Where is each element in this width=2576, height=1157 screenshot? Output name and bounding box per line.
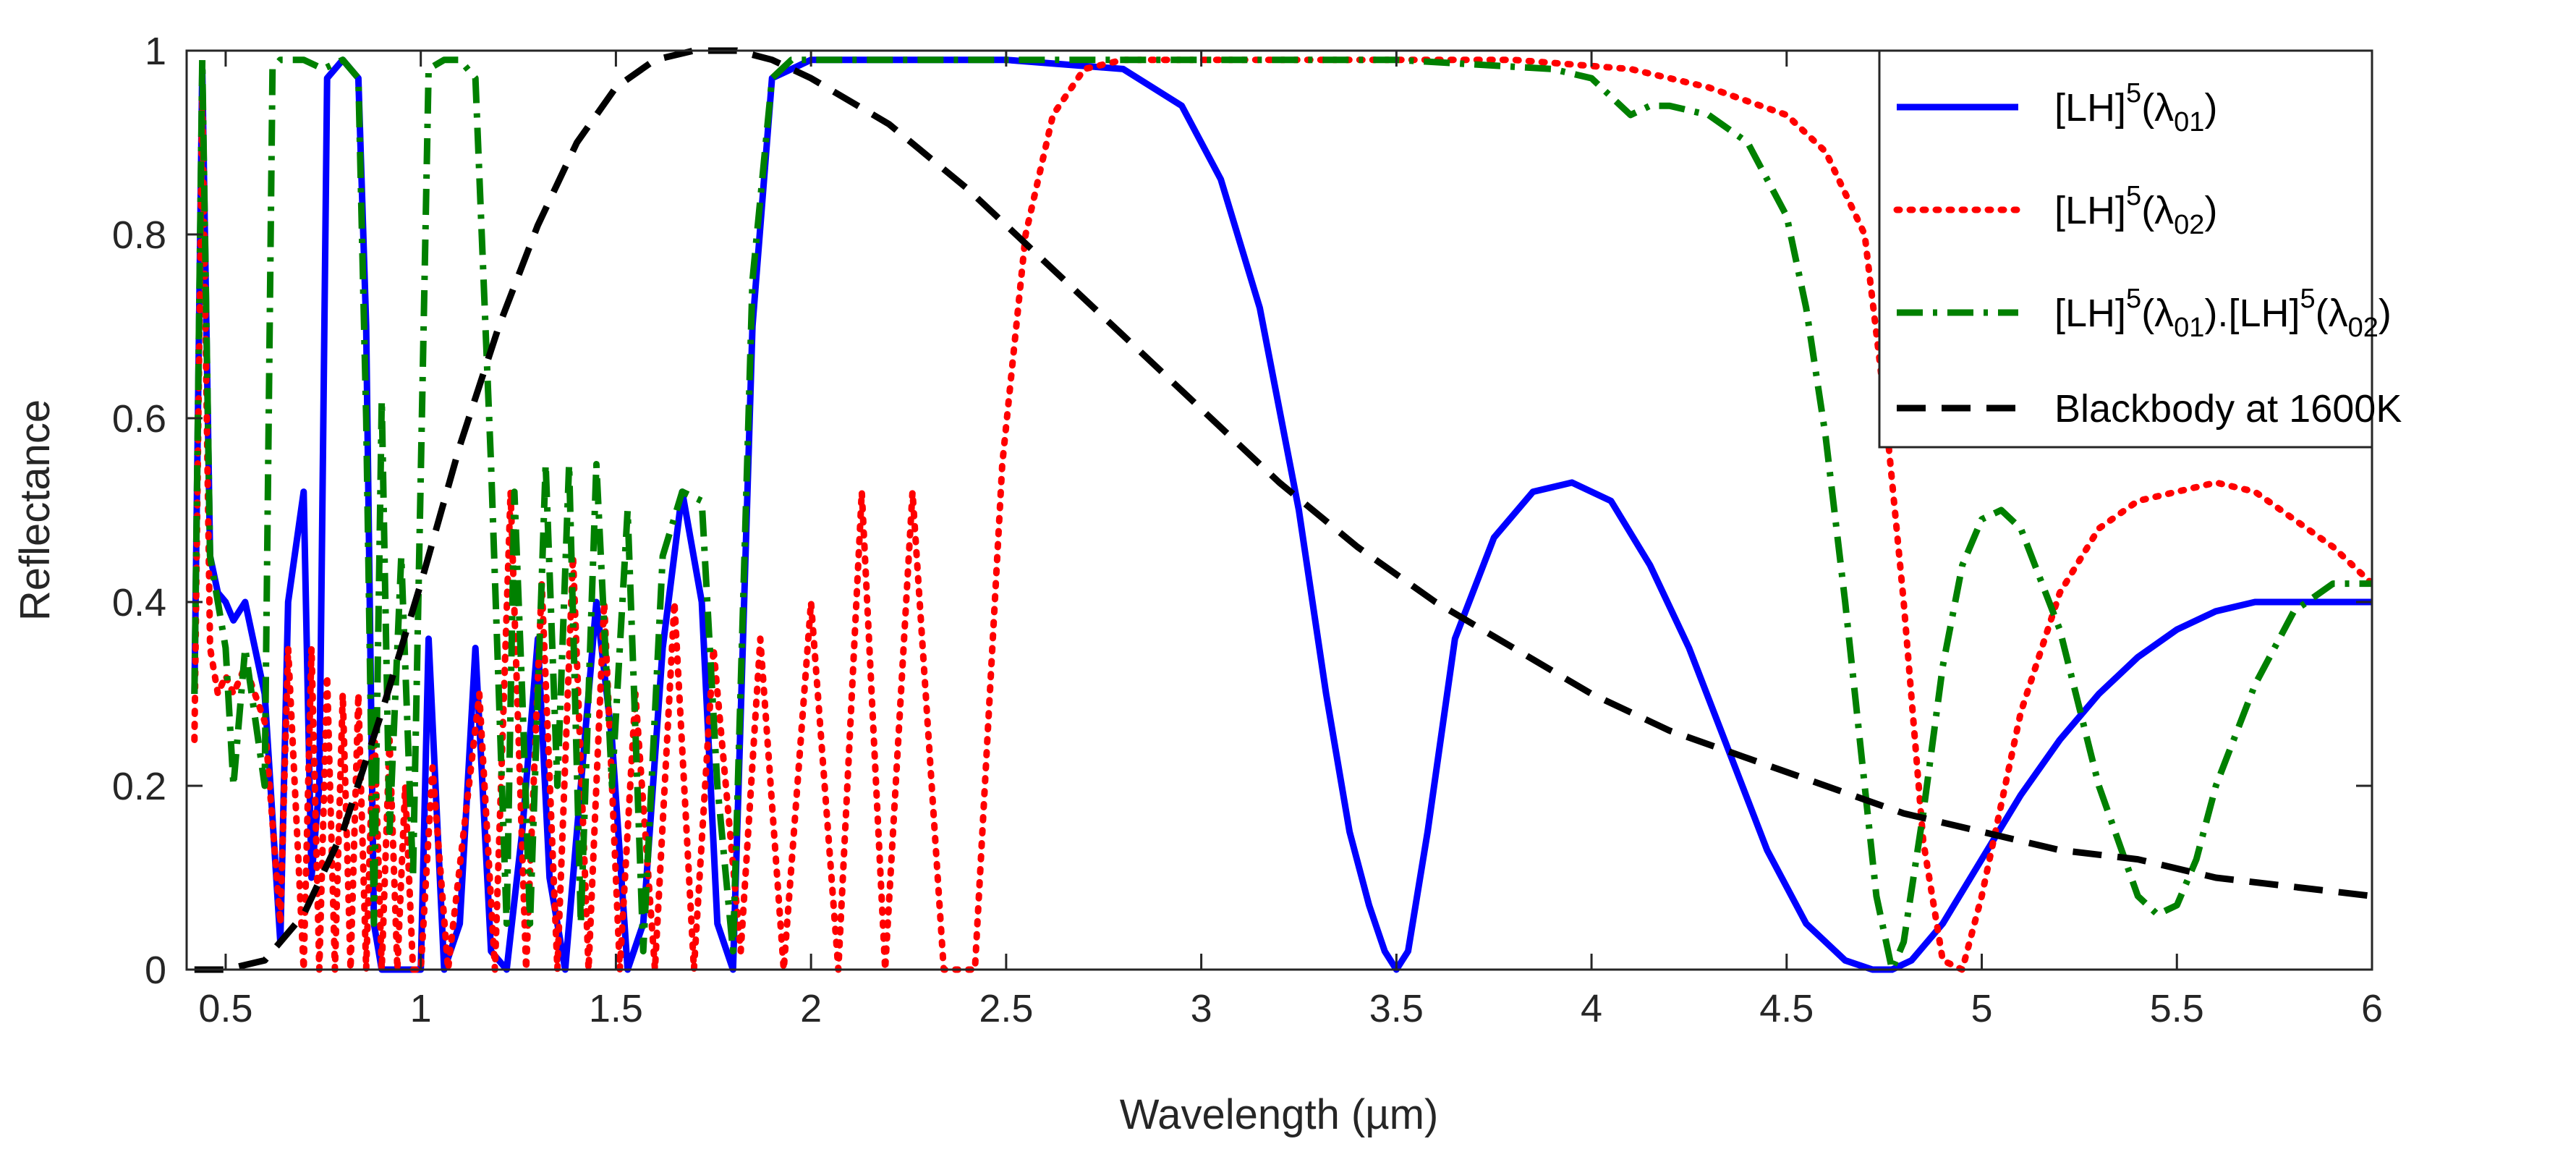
x-tick-label: 4.5 xyxy=(1759,987,1814,1030)
x-tick-label: 2.5 xyxy=(979,987,1033,1030)
x-tick-label: 6 xyxy=(2361,987,2383,1030)
y-tick-label: 0.2 xyxy=(112,765,166,808)
x-axis-title: Wavelength (µm) xyxy=(1120,1091,1439,1138)
y-tick-label: 1 xyxy=(145,30,166,73)
plot-frame xyxy=(185,49,2373,971)
series-line-3 xyxy=(191,56,2372,973)
y-tick-label: 0.4 xyxy=(112,581,166,624)
x-tick-label: 1.5 xyxy=(589,987,643,1030)
x-tick-label: 2 xyxy=(800,987,822,1030)
y-tick-label: 0.6 xyxy=(112,397,166,441)
x-tick-label: 3.5 xyxy=(1369,987,1424,1030)
y-tick-label: 0.8 xyxy=(112,213,166,257)
legend-label-3: [LH]5(λ01).[LH]5(λ02) xyxy=(2054,284,2392,343)
legend-box xyxy=(1878,49,2373,449)
x-tick-label: 4 xyxy=(1581,987,1602,1030)
x-axis: 0.5 1 1.5 2 2.5 3 3.5 4 4.5 5 5.5 6 xyxy=(198,51,2383,1030)
y-tick-label: 0 xyxy=(145,949,166,992)
series-line-4 xyxy=(194,47,2372,973)
y-axis-title: Reflectance xyxy=(12,399,59,621)
x-tick-label: 5 xyxy=(1971,987,1993,1030)
x-tick-label: 3 xyxy=(1191,987,1212,1030)
y-axis: 0 0.2 0.4 0.6 0.8 1 xyxy=(112,30,2372,992)
x-tick-label: 5.5 xyxy=(2150,987,2204,1030)
x-tick-label: 0.5 xyxy=(198,987,252,1030)
legend-label-4: Blackbody at 1600K xyxy=(2054,387,2402,431)
x-tick-label: 1 xyxy=(410,987,432,1030)
legend-label-2: [LH]5(λ02) xyxy=(2054,181,2217,240)
legend-label-1: [LH]5(λ01) xyxy=(2054,78,2217,137)
legend: [LH]5(λ01) [LH]5(λ02) [LH]5(λ01).[LH]5(λ02… xyxy=(1878,49,2402,449)
